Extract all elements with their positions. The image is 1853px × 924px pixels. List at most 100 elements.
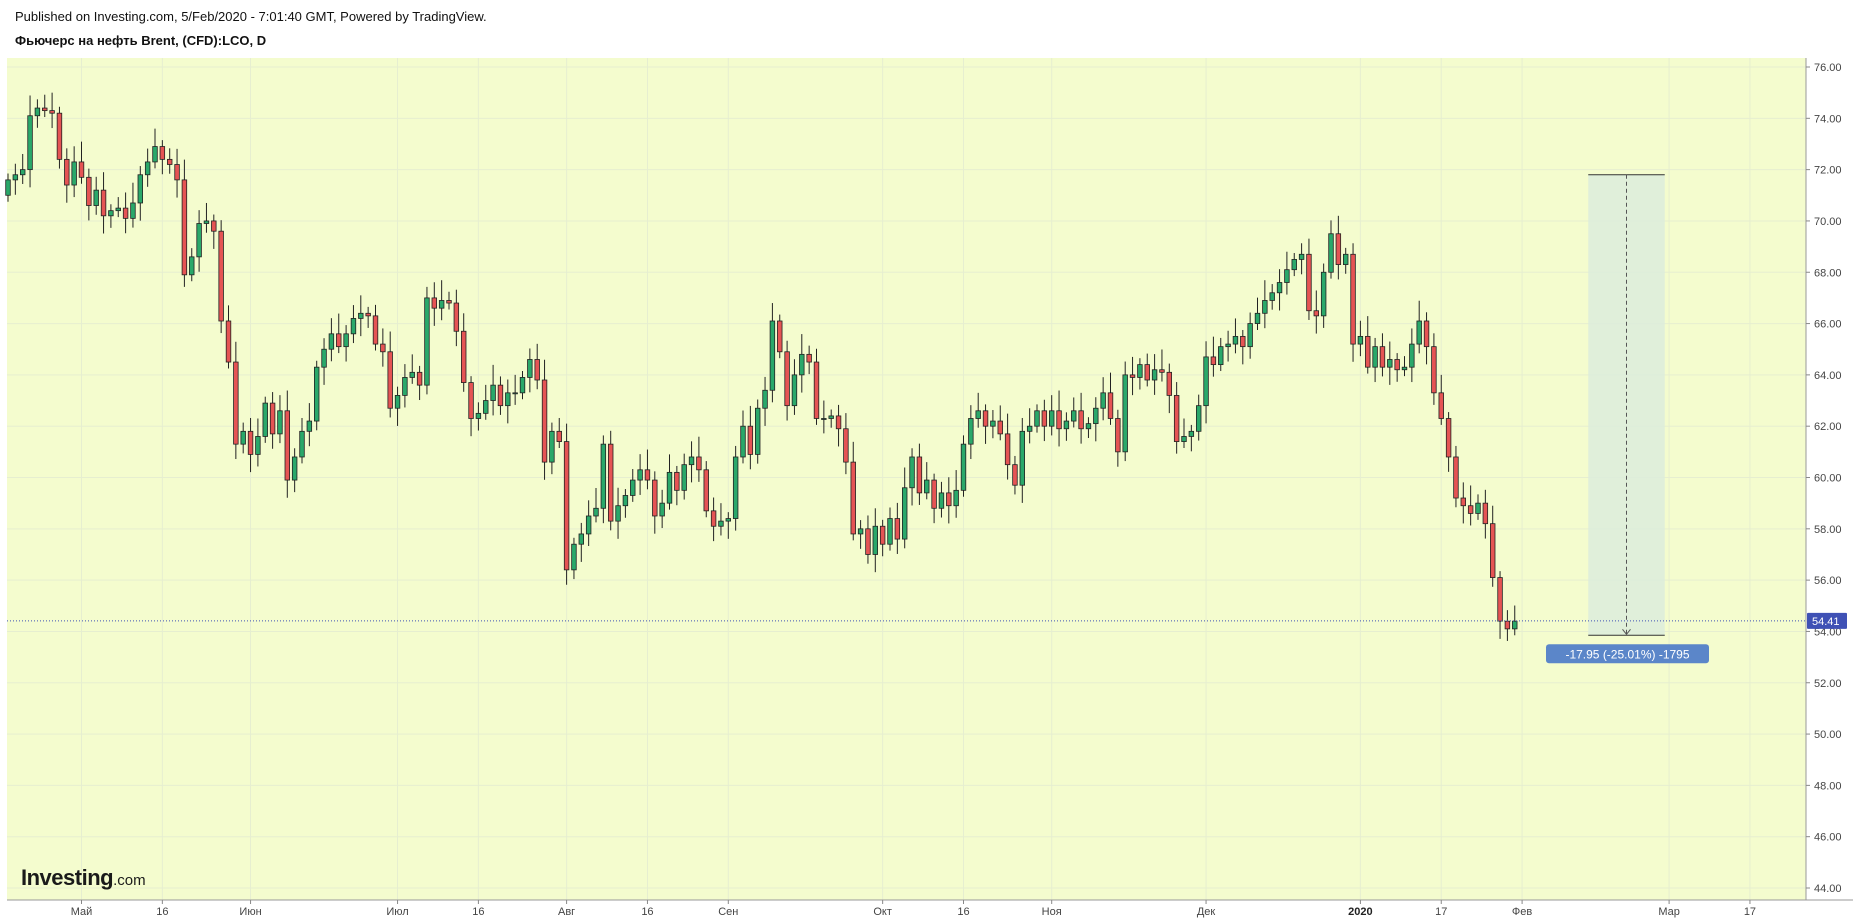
candle (1100, 377, 1106, 421)
candle (1306, 238, 1312, 320)
candle-body-up (1085, 423, 1092, 430)
candle-body-up (438, 300, 445, 309)
candle (1467, 485, 1474, 526)
candle-body-down (211, 220, 217, 232)
candle-body-down (100, 189, 107, 217)
candle (152, 128, 158, 169)
candle-body-down (269, 402, 276, 435)
candle (769, 303, 776, 403)
candle (1438, 374, 1444, 425)
candle-body-up (108, 210, 114, 217)
candle (710, 497, 717, 542)
logo-main: Investing (21, 865, 114, 890)
candle-body-down (813, 361, 820, 419)
candle (1372, 337, 1378, 383)
candle-body-down (1504, 620, 1511, 630)
candle (541, 359, 548, 480)
candle-body-down (1490, 523, 1496, 578)
candle-body-down (159, 146, 166, 160)
candle-body-down (387, 351, 393, 409)
candle-body-down (1379, 346, 1386, 368)
price-tick-label: 68.00 (1814, 267, 1842, 279)
candle-body-down (78, 161, 85, 178)
candle-body-down (1431, 346, 1437, 394)
candle (12, 163, 19, 195)
price-tick-label: 66.00 (1814, 319, 1842, 331)
candle (835, 404, 842, 447)
candle (563, 423, 570, 585)
candle (262, 396, 268, 443)
candle (336, 313, 342, 354)
candle-body-down (446, 300, 452, 304)
candle (1254, 297, 1261, 330)
candle (938, 481, 945, 518)
candle-body-up (512, 392, 518, 395)
candle-body-down (710, 510, 717, 527)
candle (1475, 494, 1481, 520)
time-tick-label: Июл (386, 906, 408, 918)
price-axis[interactable]: 76.00 74.00 72.00 70.00 68.00 66.00 64.00 62.00… (1806, 62, 1842, 895)
candle (857, 520, 864, 549)
candle (1166, 363, 1172, 414)
candle-body-up (1049, 410, 1055, 427)
candle-body-up (527, 359, 533, 378)
candle (865, 515, 871, 564)
candle (247, 417, 254, 473)
candle (637, 454, 643, 495)
candle (850, 441, 856, 541)
measure-box[interactable] (1588, 174, 1665, 636)
candle (608, 430, 614, 531)
candle-body-up (622, 495, 629, 507)
candle (1004, 413, 1011, 480)
candle-body-down (56, 112, 63, 160)
candle (1225, 330, 1231, 362)
candle-body-down (372, 315, 379, 345)
candle-body-down (696, 456, 702, 471)
candle (1159, 349, 1165, 382)
candle-body-up (277, 410, 283, 435)
time-tick-label: 17 (1435, 906, 1447, 918)
price-tick-label: 48.00 (1814, 780, 1842, 792)
candle-body-up (313, 366, 320, 422)
candle (828, 409, 834, 428)
candle (879, 519, 886, 557)
candle-body-down (1041, 410, 1048, 427)
candle (1291, 253, 1297, 277)
candle-body-up (144, 161, 151, 176)
candle (615, 487, 621, 539)
candle (86, 168, 92, 221)
time-tick-label: Дек (1197, 906, 1216, 918)
plot-area[interactable] (7, 58, 1806, 900)
candle-body-down (431, 297, 437, 309)
candle-body-up (593, 507, 599, 517)
candle-body-up (688, 456, 695, 466)
candle-body-up (1019, 430, 1025, 486)
candle-body-down (644, 469, 651, 481)
candle (343, 325, 349, 362)
candle-body-down (1313, 310, 1319, 317)
candle (622, 489, 629, 518)
price-tick-label: 52.00 (1814, 678, 1842, 690)
candle-body-up (1284, 269, 1290, 283)
candle (1203, 341, 1209, 424)
candle-body-up (1071, 410, 1077, 422)
candle (630, 469, 636, 502)
candle (497, 376, 504, 415)
candle-body-up (821, 418, 827, 420)
candle (953, 470, 959, 518)
candle-body-down (1497, 577, 1503, 622)
candle-body-up (1196, 405, 1202, 432)
candle (1210, 336, 1217, 377)
time-axis[interactable]: Май 16 Июн Июл 16 Авг 16 Сен Окт 16 Ноя Дек 2020 17 Фе… (71, 900, 1756, 918)
candle-body-down (997, 420, 1003, 435)
candle-body-up (762, 389, 768, 409)
candle (394, 386, 401, 426)
candle-body-down (1210, 356, 1217, 366)
measure-label: -17.95 (-25.01%) -1795 (1565, 647, 1689, 661)
candle (49, 92, 55, 129)
candle-body-up (12, 174, 19, 181)
price-tick-label: 46.00 (1814, 832, 1842, 844)
candle-body-up (857, 528, 864, 535)
candle (718, 503, 724, 536)
